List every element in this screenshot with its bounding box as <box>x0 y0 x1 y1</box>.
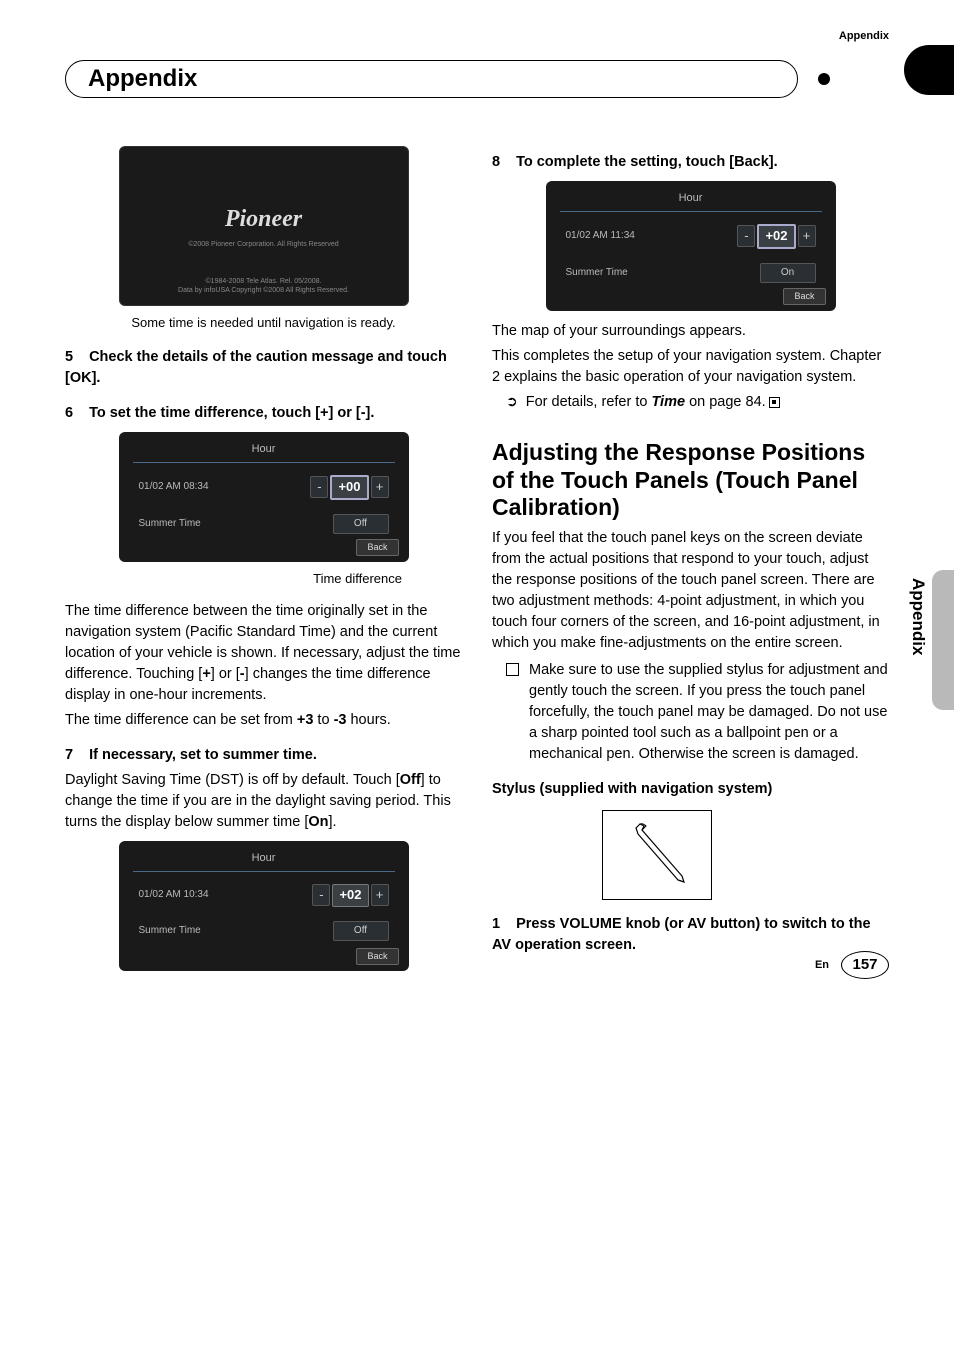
summer-time-toggle[interactable]: Off <box>333 514 389 535</box>
step-6-heading: 6To set the time difference, touch [+] o… <box>65 403 462 424</box>
hour-screenshot-2: Hour 01/02 AM 10:34 - +02 + Summer Time … <box>119 841 409 971</box>
step-5-text: Check the details of the caution message… <box>65 349 447 386</box>
arrow-icon: ➲ <box>506 392 518 412</box>
pioneer-data-credit: ©1984-2008 Tele Atlas. Rel. 05/2008. Dat… <box>178 277 349 295</box>
details-bullet: ➲ For details, refer to Time on page 84. <box>506 392 889 413</box>
txt: Daylight Saving Time (DST) is off by def… <box>65 772 400 788</box>
plus-button[interactable]: + <box>371 884 389 906</box>
summer-time-toggle[interactable]: On <box>760 263 816 284</box>
hour-screenshot-1: Hour 01/02 AM 08:34 - +00 + Summer Time … <box>119 432 409 562</box>
stylus-illustration <box>602 810 712 900</box>
stylus-heading: Stylus (supplied with navigation system) <box>492 779 889 800</box>
calibration-heading: Adjusting the Response Positions of the … <box>492 439 889 522</box>
splash-caption: Some time is needed until navigation is … <box>65 314 462 333</box>
page-number: 157 <box>841 951 889 979</box>
hour-screenshot-3: Hour 01/02 AM 11:34 - +02 + Summer Time … <box>546 181 836 311</box>
txt: For details, refer to <box>526 394 652 410</box>
minus-button[interactable]: - <box>737 225 755 247</box>
minus3: -3 <box>334 712 347 728</box>
minus-button[interactable]: - <box>310 476 328 498</box>
back-button[interactable]: Back <box>356 948 398 965</box>
stylus-warning-text: Make sure to use the supplied stylus for… <box>529 660 889 765</box>
end-square-icon <box>769 397 780 408</box>
txt: on page 84. <box>685 394 766 410</box>
txt: The time difference can be set from <box>65 712 297 728</box>
offset-value: +02 <box>332 884 368 907</box>
date-text: 01/02 AM 11:34 <box>566 229 635 244</box>
dst-paragraph: Daylight Saving Time (DST) is off by def… <box>65 770 462 833</box>
step-8-text: To complete the setting, touch [Back]. <box>516 154 778 170</box>
time-diff-paragraph: The time difference between the time ori… <box>65 601 462 706</box>
time-diff-caption: Time difference <box>65 570 462 589</box>
page-title: Appendix <box>65 60 798 98</box>
on-key: On <box>308 814 328 830</box>
teleatlas-line: ©1984-2008 Tele Atlas. Rel. 05/2008. <box>178 277 349 286</box>
right-column: 8To complete the setting, touch [Back]. … <box>492 138 889 979</box>
checkbox-icon <box>506 663 519 676</box>
stylus-warning: Make sure to use the supplied stylus for… <box>506 660 889 765</box>
txt: ] or [ <box>211 666 240 682</box>
plus-button[interactable]: + <box>798 225 816 247</box>
summer-time-label: Summer Time <box>139 924 201 939</box>
step-8-heading: 8To complete the setting, touch [Back]. <box>492 152 889 173</box>
txt: ]. <box>329 814 337 830</box>
date-text: 01/02 AM 08:34 <box>139 480 209 495</box>
offset-value: +02 <box>757 224 795 249</box>
step-5-heading: 5Check the details of the caution messag… <box>65 347 462 389</box>
summer-time-toggle[interactable]: Off <box>333 921 389 942</box>
txt: hours. <box>346 712 390 728</box>
map-appears-text: The map of your surroundings appears. <box>492 321 889 342</box>
step-1-heading: 1Press VOLUME knob (or AV button) to swi… <box>492 914 889 956</box>
divider <box>133 462 395 463</box>
summer-time-label: Summer Time <box>566 266 628 281</box>
divider <box>133 871 395 872</box>
plus-key: + <box>202 666 210 682</box>
infousa-line: Data by infoUSA Copyright ©2008 All Righ… <box>178 286 349 295</box>
header-section-label: Appendix <box>839 30 889 42</box>
setup-complete-text: This completes the setup of your navigat… <box>492 346 889 388</box>
step-7-heading: 7If necessary, set to summer time. <box>65 745 462 766</box>
hour-header: Hour <box>560 191 822 207</box>
step-7-text: If necessary, set to summer time. <box>89 747 317 763</box>
time-range-paragraph: The time difference can be set from +3 t… <box>65 710 462 731</box>
plus-button[interactable]: + <box>371 476 389 498</box>
time-ref: Time <box>651 394 685 410</box>
stylus-icon <box>622 820 692 890</box>
off-key: Off <box>400 772 421 788</box>
pioneer-copyright: ©2008 Pioneer Corporation. All Rights Re… <box>188 240 338 250</box>
left-column: Pioneer ©2008 Pioneer Corporation. All R… <box>65 138 462 979</box>
black-corner-tab <box>904 45 954 95</box>
pioneer-logo: Pioneer <box>225 202 302 237</box>
txt: to <box>313 712 333 728</box>
pioneer-splash-screenshot: Pioneer ©2008 Pioneer Corporation. All R… <box>119 146 409 306</box>
side-tab <box>932 570 954 710</box>
plus3: +3 <box>297 712 314 728</box>
calibration-paragraph: If you feel that the touch panel keys on… <box>492 528 889 654</box>
title-row: Appendix <box>65 60 889 98</box>
footer: En 157 <box>815 951 889 979</box>
step-6-text: To set the time difference, touch [+] or… <box>89 405 374 421</box>
step-1-text: Press VOLUME knob (or AV button) to swit… <box>492 916 871 953</box>
side-label: Appendix <box>908 578 928 655</box>
back-button[interactable]: Back <box>783 288 825 305</box>
details-text: For details, refer to Time on page 84. <box>526 392 780 413</box>
language-label: En <box>815 959 829 971</box>
offset-value: +00 <box>330 475 368 500</box>
hour-header: Hour <box>133 442 395 458</box>
date-text: 01/02 AM 10:34 <box>139 888 209 903</box>
hour-header: Hour <box>133 851 395 867</box>
title-dot <box>818 73 830 85</box>
minus-button[interactable]: - <box>312 884 330 906</box>
divider <box>560 211 822 212</box>
back-button[interactable]: Back <box>356 539 398 556</box>
summer-time-label: Summer Time <box>139 517 201 532</box>
